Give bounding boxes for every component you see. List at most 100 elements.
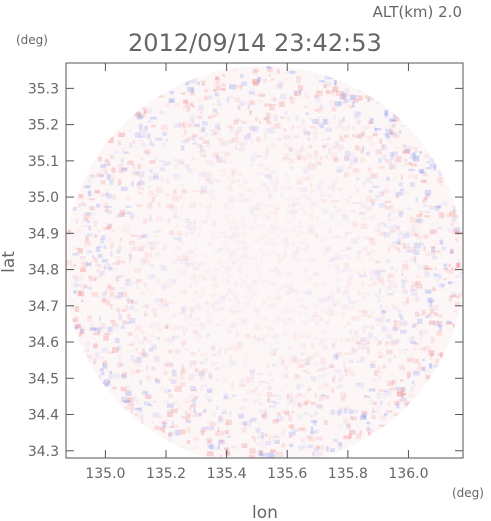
echo-cell: [249, 110, 253, 115]
echo-cell: [361, 383, 364, 388]
echo-cell: [336, 144, 344, 150]
echo-cell: [425, 252, 431, 257]
echo-cell: [302, 193, 307, 199]
echo-cell: [95, 246, 100, 252]
echo-cell: [272, 322, 279, 325]
echo-cell: [198, 104, 204, 110]
echo-cell: [398, 313, 402, 318]
echo-cell: [237, 179, 241, 182]
x-tick-label: 135.8: [328, 466, 368, 482]
echo-cell: [374, 229, 380, 233]
echo-cell: [99, 368, 104, 372]
echo-cell: [149, 273, 155, 277]
echo-cell: [127, 299, 134, 304]
echo-cell: [197, 293, 203, 298]
echo-cell: [345, 103, 351, 108]
echo-cell: [83, 342, 90, 346]
echo-cell: [341, 304, 349, 310]
echo-cell: [240, 253, 247, 260]
echo-cell: [207, 440, 212, 444]
echo-cell: [103, 379, 111, 383]
echo-cell: [212, 222, 218, 225]
echo-cell: [167, 389, 171, 393]
echo-cell: [433, 250, 441, 253]
echo-cell: [112, 194, 116, 201]
echo-cell: [96, 326, 104, 332]
echo-cell: [335, 278, 343, 282]
echo-cell: [222, 319, 226, 324]
echo-cell: [257, 100, 263, 104]
echo-cell: [399, 398, 405, 403]
echo-cell: [264, 166, 270, 171]
echo-cell: [83, 289, 86, 292]
echo-cell: [211, 152, 219, 157]
echo-cell: [299, 221, 302, 225]
echo-cell: [213, 347, 216, 352]
echo-cell: [433, 240, 440, 246]
echo-cell: [381, 393, 387, 399]
echo-cell: [129, 259, 132, 263]
echo-cell: [207, 175, 212, 179]
echo-cell: [88, 198, 95, 201]
echo-cell: [416, 235, 422, 241]
echo-cell: [275, 84, 283, 90]
echo-cell: [181, 256, 187, 261]
echo-cell: [455, 274, 461, 278]
echo-cell: [308, 388, 312, 391]
echo-cell: [360, 340, 364, 345]
echo-cell: [200, 352, 208, 357]
echo-cell: [281, 238, 288, 244]
echo-cell: [217, 151, 225, 155]
echo-cell: [296, 76, 301, 82]
echo-cell: [224, 247, 230, 253]
echo-cell: [197, 107, 201, 112]
echo-cell: [446, 320, 452, 323]
echo-cell: [220, 454, 223, 458]
echo-cell: [217, 418, 224, 424]
echo-cell: [214, 178, 217, 181]
echo-cell: [245, 333, 250, 339]
echo-cell: [419, 211, 423, 216]
echo-cell: [274, 187, 277, 193]
echo-cell: [141, 370, 145, 373]
echo-cell: [404, 289, 409, 295]
echo-cell: [412, 381, 415, 385]
echo-cell: [153, 172, 159, 179]
echo-cell: [268, 251, 275, 255]
echo-cell: [323, 84, 327, 89]
echo-cell: [344, 232, 348, 238]
echo-cell: [423, 265, 429, 270]
echo-cell: [267, 386, 272, 390]
echo-cell: [234, 146, 238, 150]
echo-cell: [232, 221, 238, 225]
echo-cell: [358, 290, 361, 296]
echo-cell: [154, 157, 158, 160]
echo-cell: [259, 409, 262, 413]
echo-cell: [242, 420, 248, 426]
echo-cell: [106, 225, 111, 230]
echo-cell: [267, 177, 272, 180]
echo-cell: [232, 321, 237, 325]
echo-cell: [226, 329, 232, 333]
echo-cell: [434, 312, 438, 316]
echo-cell: [192, 266, 198, 271]
echo-cell: [452, 205, 457, 212]
echo-cell: [450, 248, 454, 255]
echo-cell: [406, 249, 413, 253]
echo-cell: [379, 415, 386, 420]
echo-cell: [189, 102, 194, 107]
echo-cell: [451, 216, 457, 222]
echo-cell: [104, 332, 111, 335]
echo-cell: [253, 219, 257, 224]
echo-cell: [239, 279, 242, 282]
echo-cell: [389, 334, 393, 341]
echo-cell: [95, 260, 98, 267]
echo-cell: [397, 241, 401, 245]
echo-cell: [357, 133, 362, 138]
echo-cell: [403, 149, 410, 154]
echo-cell: [80, 328, 84, 334]
echo-cell: [252, 71, 256, 76]
echo-cell: [248, 91, 255, 95]
echo-cell: [182, 124, 186, 129]
echo-cell: [323, 253, 327, 258]
